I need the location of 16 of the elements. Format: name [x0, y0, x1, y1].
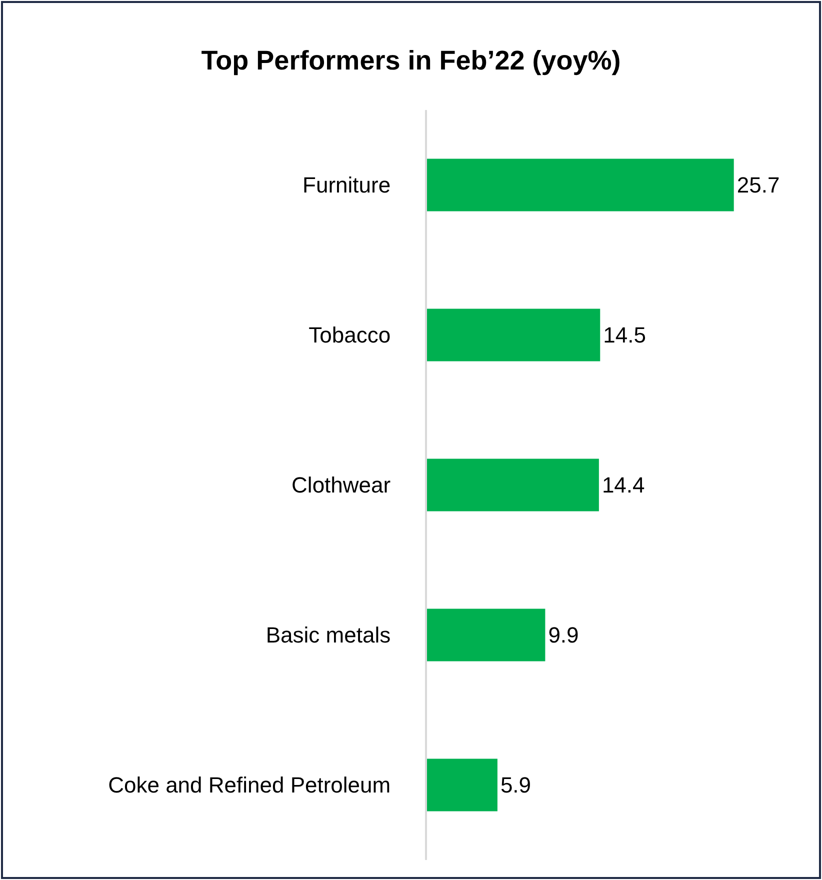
- bar: [427, 758, 498, 812]
- chart-title: Top Performers in Feb’22 (yoy%): [201, 45, 621, 76]
- data-label: 9.9: [548, 622, 579, 648]
- y-tick-label: Clothwear: [292, 472, 391, 498]
- bar: [427, 458, 599, 512]
- data-label: 25.7: [736, 172, 780, 198]
- data-label: 14.4: [602, 472, 645, 498]
- data-label: 14.5: [603, 322, 646, 348]
- data-label: 5.9: [500, 772, 532, 798]
- y-tick-label: Coke and Refined Petroleum: [108, 772, 391, 798]
- bar: [427, 308, 600, 362]
- bar: [427, 158, 734, 212]
- y-tick-label: Furniture: [302, 172, 391, 198]
- bar: [427, 608, 546, 662]
- y-tick-label: Tobacco: [308, 322, 391, 348]
- y-tick-label: Basic metals: [266, 622, 391, 648]
